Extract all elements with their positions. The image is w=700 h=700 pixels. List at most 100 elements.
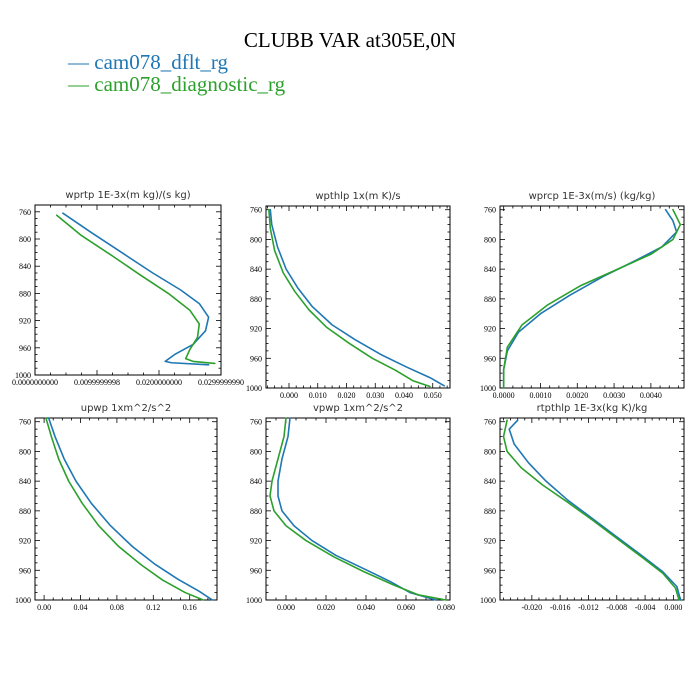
series-line-dflt xyxy=(269,208,446,387)
y-tick-label: 960 xyxy=(250,566,262,575)
x-tick-label: 0.0200000000 xyxy=(136,378,182,387)
axes-frame xyxy=(34,417,218,601)
y-tick-label: 800 xyxy=(19,235,31,244)
y-tick-label: 920 xyxy=(19,317,31,326)
x-tick-label: -0.004 xyxy=(635,603,656,612)
x-tick-label: 0.000 xyxy=(277,603,295,612)
x-tick-label: 0.0010 xyxy=(529,391,551,400)
y-tick-label: 1000 xyxy=(15,596,31,605)
y-tick-label: 840 xyxy=(19,262,31,271)
series-line-diagnostic xyxy=(45,417,205,601)
x-tick-label: 0.0000 xyxy=(493,391,515,400)
y-tick-label: 920 xyxy=(484,537,496,546)
x-tick-label: 0.0030 xyxy=(603,391,625,400)
y-tick-label: 920 xyxy=(250,325,262,334)
y-tick-label: 840 xyxy=(250,477,262,486)
y-tick-label: 960 xyxy=(19,344,31,353)
y-tick-label: 800 xyxy=(19,447,31,456)
y-tick-label: 1000 xyxy=(15,371,31,380)
x-tick-label: 0.000 xyxy=(664,603,682,612)
legend-label: cam078_diagnostic_rg xyxy=(94,72,286,96)
y-tick-label: 760 xyxy=(19,208,31,217)
series-line-diagnostic xyxy=(502,419,680,601)
subplot-title: rtpthlp 1E-3x(kg K)/kg xyxy=(537,403,648,414)
subplot-1: wprtp 1E-3x(m kg)/(s kg) 760 800 840 880 920 9… xyxy=(12,190,244,387)
y-tick-label: 920 xyxy=(484,325,496,334)
y-tick-label: 1000 xyxy=(246,596,262,605)
subplot-6: rtpthlp 1E-3x(kg K)/kg 760 800 840 880 920 960… xyxy=(480,403,685,612)
subplot-title: vpwp 1xm^2/s^2 xyxy=(313,403,403,414)
subplot-3: wprcp 1E-3x(m/s) (kg/kg) 760 800 840 880 920 9… xyxy=(480,191,685,400)
y-tick-label: 760 xyxy=(484,206,496,215)
subplot-title: wprcp 1E-3x(m/s) (kg/kg) xyxy=(529,191,656,202)
y-tick-label: 840 xyxy=(484,265,496,274)
series-line-diagnostic xyxy=(268,208,431,388)
y-tick-label: 880 xyxy=(250,295,262,304)
x-tick-label: 0.080 xyxy=(437,603,455,612)
series-line-dflt xyxy=(277,417,437,601)
x-tick-label: 0.030 xyxy=(366,391,384,400)
x-tick-label: -0.008 xyxy=(606,603,627,612)
x-tick-label: 0.020 xyxy=(338,391,356,400)
y-tick-label: 800 xyxy=(250,235,262,244)
axes-frame xyxy=(499,205,685,389)
legend-entry-diagnostic: — cam078_diagnostic_rg xyxy=(68,72,285,97)
subplot-title: upwp 1xm^2/s^2 xyxy=(81,403,171,414)
x-tick-label: -0.020 xyxy=(522,603,543,612)
x-tick-label: 0.0040 xyxy=(640,391,662,400)
y-tick-label: 880 xyxy=(19,289,31,298)
series-line-diagnostic xyxy=(55,214,216,365)
legend-line-glyph: — xyxy=(68,50,95,74)
axes-frame xyxy=(34,204,222,376)
subplot-5: vpwp 1xm^2/s^2 760 800 840 880 920 960 1000 0.00… xyxy=(246,403,455,612)
y-tick-label: 920 xyxy=(250,537,262,546)
series-line-dflt xyxy=(502,208,678,389)
y-tick-label: 800 xyxy=(250,447,262,456)
y-tick-label: 880 xyxy=(250,507,262,516)
x-tick-label: 0.020 xyxy=(317,603,335,612)
x-tick-label: 0.0000000000 xyxy=(12,378,58,387)
x-tick-label: 0.050 xyxy=(424,391,442,400)
y-tick-label: 800 xyxy=(484,235,496,244)
y-tick-label: 1000 xyxy=(246,384,262,393)
y-tick-label: 960 xyxy=(484,566,496,575)
axes-frame xyxy=(265,417,451,601)
series-line-diagnostic xyxy=(502,208,682,389)
y-tick-label: 880 xyxy=(484,507,496,516)
x-tick-label: 0.000 xyxy=(280,391,298,400)
x-tick-label: -0.016 xyxy=(550,603,571,612)
y-tick-label: 840 xyxy=(484,477,496,486)
axes-frame xyxy=(499,417,685,601)
x-tick-label: 0.040 xyxy=(357,603,375,612)
axes-frame xyxy=(265,205,451,389)
x-tick-label: 0.00 xyxy=(37,603,51,612)
y-tick-label: 760 xyxy=(250,206,262,215)
y-tick-label: 760 xyxy=(484,418,496,427)
series-line-dflt xyxy=(62,212,210,366)
x-tick-label: 0.16 xyxy=(183,603,197,612)
y-tick-label: 760 xyxy=(250,418,262,427)
y-tick-label: 840 xyxy=(250,265,262,274)
y-tick-label: 1000 xyxy=(480,596,496,605)
y-tick-label: 1000 xyxy=(480,384,496,393)
y-tick-label: 840 xyxy=(19,477,31,486)
series-line-diagnostic xyxy=(269,417,447,601)
x-tick-label: 0.060 xyxy=(397,603,415,612)
y-tick-label: 960 xyxy=(19,566,31,575)
x-tick-label: 0.04 xyxy=(74,603,88,612)
legend-entry-dflt: — cam078_dflt_rg xyxy=(68,50,228,75)
x-tick-label: 0.0099999998 xyxy=(74,378,120,387)
x-tick-label: 0.0299999990 xyxy=(198,378,244,387)
x-tick-label: 0.12 xyxy=(146,603,160,612)
subplot-title: wpthlp 1x(m K)/s xyxy=(315,191,400,202)
y-tick-label: 800 xyxy=(484,447,496,456)
legend-label: cam078_dflt_rg xyxy=(94,50,229,74)
figure-title: CLUBB VAR at305E,0N xyxy=(243,28,457,52)
y-tick-label: 880 xyxy=(19,507,31,516)
series-line-dflt xyxy=(47,417,214,601)
y-tick-label: 960 xyxy=(250,354,262,363)
x-tick-label: -0.012 xyxy=(578,603,599,612)
series-line-dflt xyxy=(508,419,682,601)
y-tick-label: 880 xyxy=(484,295,496,304)
